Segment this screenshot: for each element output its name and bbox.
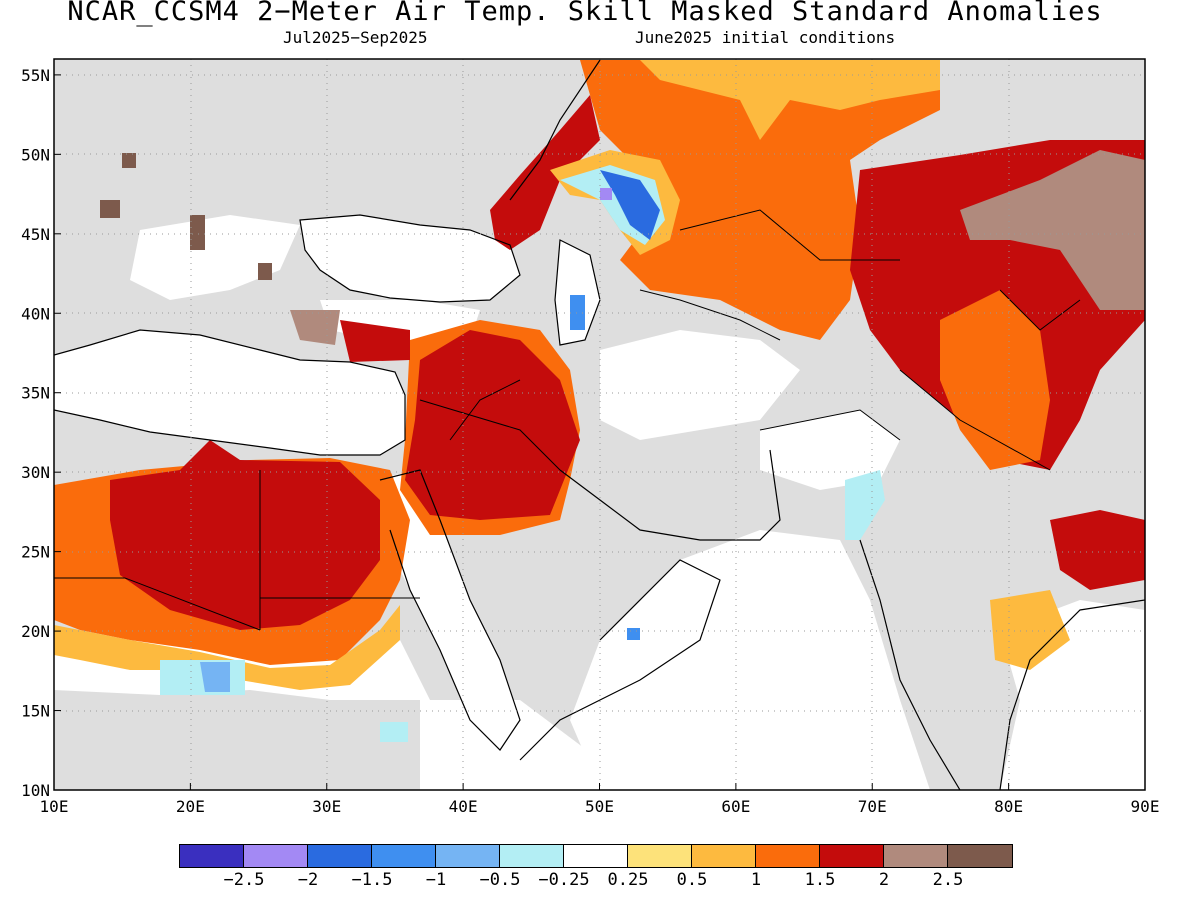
colorbar-swatch xyxy=(948,845,1012,867)
colorbar-label: 1 xyxy=(750,870,762,890)
colorbar-label: 1.5 xyxy=(804,870,836,890)
caspian-sea xyxy=(555,240,600,345)
turkey-brown-3 xyxy=(258,263,272,280)
caspian-cool-violet xyxy=(600,188,612,200)
colorbar-swatch xyxy=(436,845,500,867)
colorbar-label: −0.25 xyxy=(538,870,590,890)
ethiopia-cool xyxy=(380,722,408,742)
lon-tick-label: 90E xyxy=(1131,797,1160,816)
iran-white xyxy=(600,330,800,440)
sahel-cool-blue xyxy=(200,662,230,692)
map-title: NCAR_CCSM4 2−Meter Air Temp. Skill Maske… xyxy=(67,0,1103,27)
colorbar-label: 0.25 xyxy=(607,870,649,890)
lat-tick-label: 15N xyxy=(21,702,50,721)
colorbar-label: 2.5 xyxy=(932,870,964,890)
lat-tick-label: 35N xyxy=(21,384,50,403)
iraq-red xyxy=(405,330,580,520)
lon-tick-label: 30E xyxy=(312,797,341,816)
colorbar-swatch xyxy=(180,845,244,867)
arabian-sea xyxy=(570,530,930,790)
anatolia-brown xyxy=(290,310,340,345)
colorbar-swatch xyxy=(884,845,948,867)
lon-tick-label: 50E xyxy=(585,797,614,816)
lat-tick-label: 45N xyxy=(21,225,50,244)
lon-tick-label: 60E xyxy=(721,797,750,816)
colorbar-label: −1.5 xyxy=(351,870,393,890)
coastlines xyxy=(54,59,1145,790)
forecast-period: Jul2025−Sep2025 xyxy=(283,28,428,47)
colorbar-label: −0.5 xyxy=(479,870,521,890)
colorbar-swatch xyxy=(244,845,308,867)
kazakh-yellow xyxy=(640,60,940,140)
colorbar-swatch xyxy=(564,845,628,867)
balkan-brown-1 xyxy=(190,215,205,250)
lon-tick-label: 80E xyxy=(994,797,1023,816)
colorbar-swatch xyxy=(628,845,692,867)
colorbar-label: −1 xyxy=(425,870,447,890)
burma-red xyxy=(1050,510,1145,590)
sahara-red xyxy=(110,440,380,630)
colorbar-label: −2 xyxy=(297,870,319,890)
red-sea-white xyxy=(370,470,520,750)
poland-brown-4 xyxy=(122,153,136,168)
horn-white xyxy=(420,700,600,790)
lat-tick-label: 50N xyxy=(21,145,50,164)
colorbar-swatch xyxy=(372,845,436,867)
initial-conditions: June2025 initial conditions xyxy=(635,28,896,47)
colorbar-swatch xyxy=(756,845,820,867)
west-caspian-cool xyxy=(570,295,585,330)
mongolia-brown xyxy=(960,150,1145,310)
lat-tick-label: 30N xyxy=(21,463,50,482)
country-borders xyxy=(54,209,1081,631)
lat-tick-label: 20N xyxy=(21,622,50,641)
europe-white xyxy=(130,215,300,300)
pakistan-white xyxy=(760,410,900,490)
latitude-axis: 10N 15N 20N 25N 30N 35N 40N 45N 50N 55N xyxy=(21,66,61,800)
longitude-axis: 10E 20E 30E 40E 50E 60E 70E 80E 90E xyxy=(40,783,1160,816)
lat-tick-label: 40N xyxy=(21,304,50,323)
tibet-orange xyxy=(940,290,1050,470)
colorbar-label: 2 xyxy=(878,870,890,890)
balkan-brown-2 xyxy=(100,200,120,218)
lat-tick-label: 10N xyxy=(21,781,50,800)
sahara-yellow-fringe xyxy=(54,605,400,690)
colorbar-swatch xyxy=(500,845,564,867)
colorbar-label: 0.5 xyxy=(676,870,708,890)
anatolia-red xyxy=(340,320,410,362)
lat-tick-label: 25N xyxy=(21,543,50,562)
black-sea xyxy=(300,215,520,302)
caucasus-red xyxy=(490,95,600,250)
yemen-cool xyxy=(627,628,640,640)
colorbar-swatch xyxy=(692,845,756,867)
anomaly-map: 10N 15N 20N 25N 30N 35N 40N 45N 50N 55N 10E 20E 30E… xyxy=(21,58,1160,816)
caspian-cool-blue xyxy=(600,170,660,240)
colorbar-swatch xyxy=(308,845,372,867)
lon-tick-label: 20E xyxy=(176,797,205,816)
colorbar-label: −2.5 xyxy=(223,870,265,890)
lon-tick-label: 10E xyxy=(40,797,69,816)
pakistan-cool xyxy=(845,470,885,540)
lon-tick-label: 40E xyxy=(449,797,478,816)
map-fields xyxy=(54,59,1145,790)
lat-tick-label: 55N xyxy=(21,66,50,85)
india-yellow xyxy=(990,590,1070,670)
lon-tick-label: 70E xyxy=(858,797,887,816)
colorbar-swatch xyxy=(820,845,884,867)
colorbar xyxy=(179,844,1013,868)
